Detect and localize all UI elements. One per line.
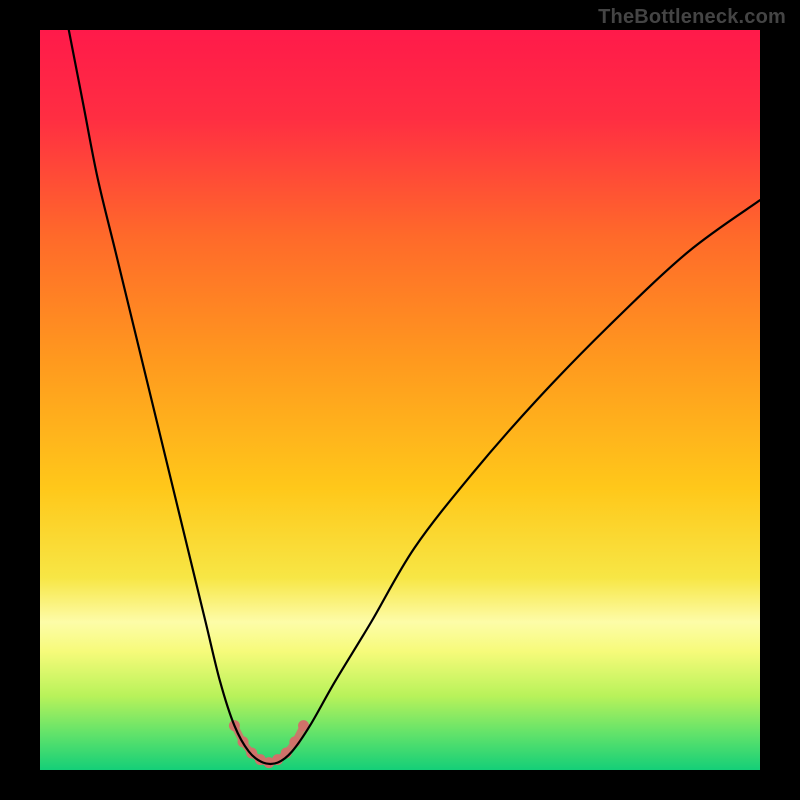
plot-background-gradient [40,30,760,770]
source-watermark: TheBottleneck.com [598,6,786,29]
bottleneck-chart [0,0,800,800]
chart-stage: TheBottleneck.com [0,0,800,800]
